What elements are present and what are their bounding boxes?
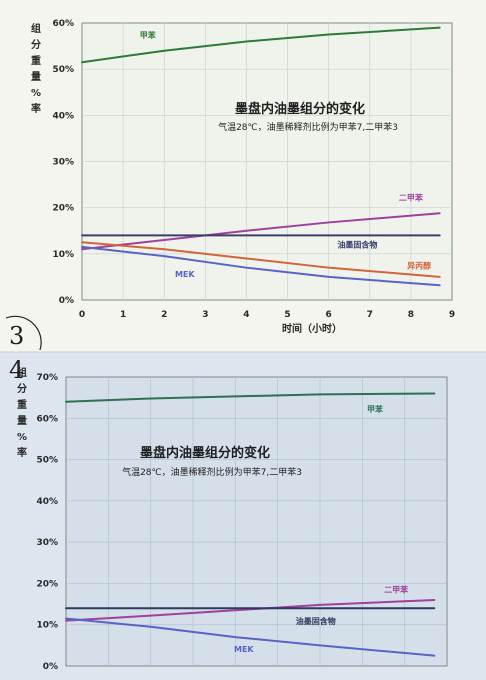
chart-1-series-line (81, 241, 441, 278)
chart-2-annotation-title: 墨盘内油墨组分的变化 (140, 445, 270, 461)
chart-1-x-tick-label: 7 (367, 310, 373, 320)
chart-2-y-axis-label-char: % (17, 432, 27, 443)
chart-1-x-tick-label: 2 (161, 310, 167, 320)
chart-1-series-line (81, 212, 441, 251)
chart-1-y-axis-label-char: 重 (31, 54, 41, 67)
chart-1-series-label: 油墨固含物 (337, 239, 377, 249)
chart-2-series-label: MEK (234, 645, 254, 654)
chart-1-series-line (81, 245, 441, 287)
chart-1-x-tick-label: 6 (326, 310, 332, 320)
chart-1-annotation-title: 墨盘内油墨组分的变化 (235, 101, 365, 117)
chart-1-x-tick-label: 0 (79, 310, 85, 320)
chart-2-y-axis-label-char: 率 (17, 446, 27, 459)
chart-2-y-tick-label: 60% (36, 414, 58, 424)
chart-2-y-tick-label: 50% (36, 456, 58, 466)
chart-2-y-tick-label: 10% (36, 621, 58, 631)
chart-1-y-tick-label: 40% (52, 111, 74, 121)
figure-marker-3: 3 (9, 322, 25, 350)
chart-1-y-tick-label: 60% (52, 19, 74, 29)
chart-1-y-tick-label: 10% (52, 250, 74, 260)
chart-2-series-line (65, 617, 436, 657)
chart-2-y-axis-label-char: 量 (17, 414, 27, 427)
chart-2-series-label: 二甲苯 (384, 585, 409, 595)
chart-1-series-label: MEK (175, 270, 195, 279)
chart-2-plot-area (65, 376, 448, 667)
chart-2-series-line (65, 392, 436, 403)
chart-2-y-tick-label: 40% (36, 497, 58, 507)
chart-2-annotation-subtitle: 气温28℃，油墨稀释剂比例为甲苯7,二甲苯3 (122, 466, 302, 478)
chart-1-x-tick-label: 5 (284, 310, 290, 320)
chart-1-y-axis-label-char: % (31, 88, 41, 99)
chart-1-y-axis-label-char: 率 (31, 102, 41, 115)
chart-1-y-tick-label: 30% (52, 158, 74, 168)
chart-1-x-tick-label: 1 (120, 310, 126, 320)
chart-1-x-tick-label: 8 (408, 310, 414, 320)
chart-1-series-label: 二甲苯 (399, 192, 424, 202)
chart-2-y-tick-label: 20% (36, 579, 58, 589)
chart-1-x-tick-label: 3 (202, 310, 208, 320)
chart-2-y-axis-label-char: 分 (17, 382, 27, 395)
chart-1-y-axis-label-char: 分 (31, 38, 41, 51)
figure-marker-4: 4 (9, 356, 25, 384)
chart-1-y-tick-label: 20% (52, 204, 74, 214)
chart-2-series-line (65, 598, 436, 622)
chart-1-x-tick-label: 9 (449, 310, 455, 320)
chart-1-x-axis-label: 时间（小时） (282, 322, 342, 335)
chart-2-series-label: 油墨固含物 (296, 616, 336, 626)
chart-1-series-line (81, 26, 441, 64)
chart-1-y-axis-label-char: 组 (31, 22, 41, 35)
chart-2-y-tick-label: 70% (36, 373, 58, 383)
chart-1-y-tick-label: 50% (52, 65, 74, 75)
chart-1-y-axis-label-char: 量 (31, 70, 41, 83)
chart-1-annotation-subtitle: 气温28℃，油墨稀释剂比例为甲苯7,二甲苯3 (218, 121, 398, 133)
chart-1-y-tick-label: 0% (59, 296, 74, 306)
chart-1-series-label: 甲苯 (140, 30, 157, 40)
figure-marker-bracket (5, 315, 42, 351)
chart-2-y-axis-label-char: 重 (17, 398, 27, 411)
chart-1-x-tick-label: 4 (243, 310, 249, 320)
chart-2-y-axis-label-char: 组 (17, 366, 27, 379)
chart-2-y-tick-label: 30% (36, 538, 58, 548)
chart-1-series-label: 异丙醇 (407, 261, 431, 271)
chart-2-y-tick-label: 0% (43, 662, 58, 672)
chart-2-series-label: 甲苯 (367, 404, 384, 414)
